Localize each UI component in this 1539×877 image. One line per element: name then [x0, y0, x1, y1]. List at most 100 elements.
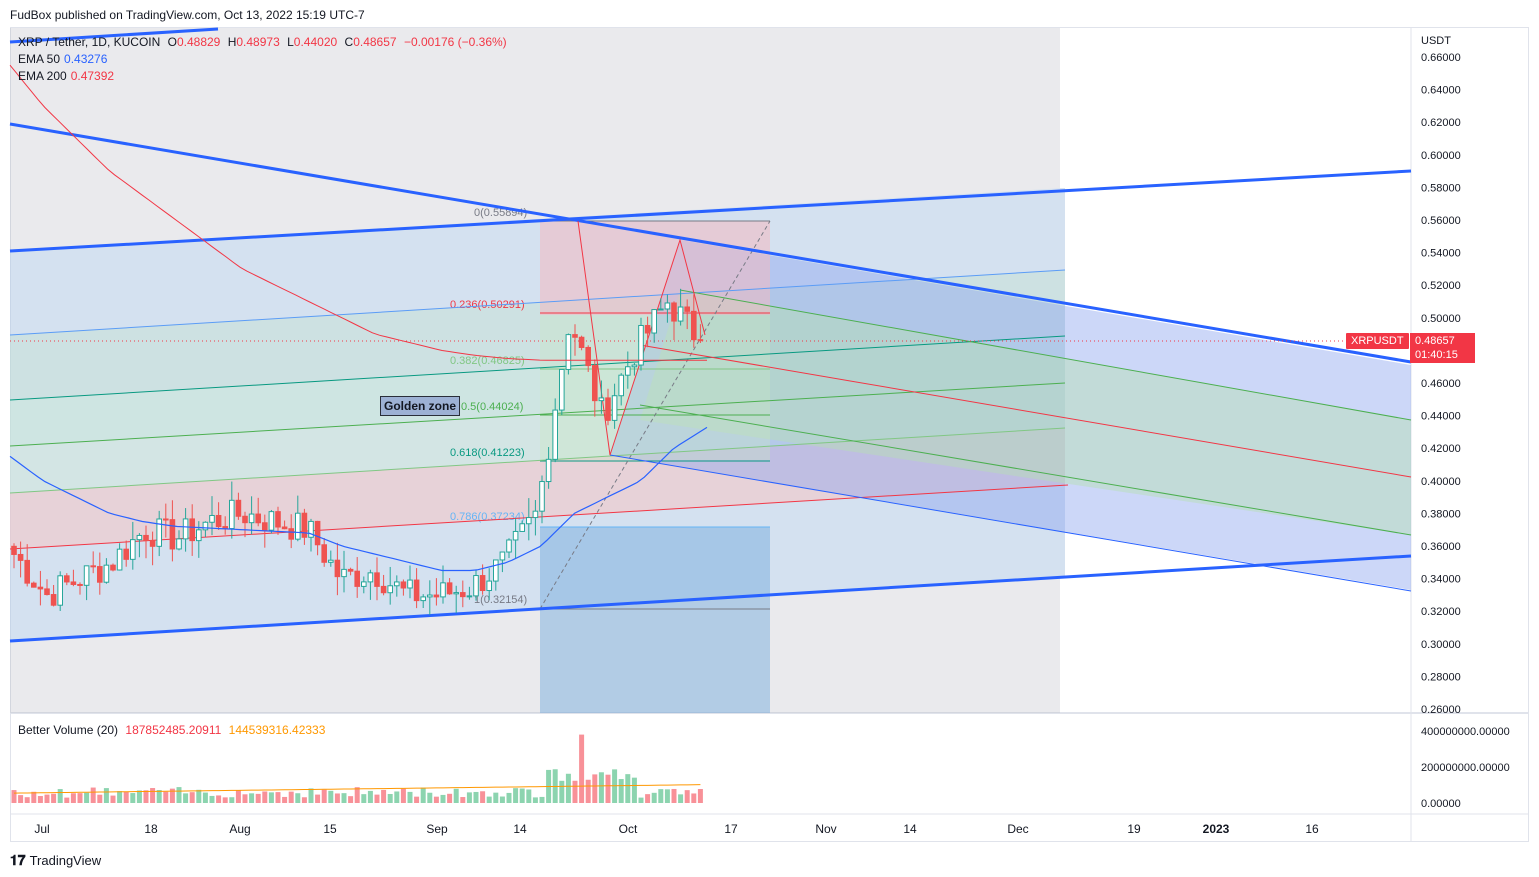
volume-bar [486, 796, 492, 803]
tradingview-logo[interactable]: 𝟏𝟕 TradingView [10, 852, 101, 869]
time-tick-label: Aug [229, 822, 250, 836]
descending-channel[interactable] [9, 27, 1412, 592]
candle-body [83, 565, 90, 586]
candle-body [361, 581, 367, 587]
candle-body [295, 512, 301, 540]
candle-body [545, 458, 552, 483]
volume-legend[interactable]: Better Volume (20) 187852485.20911 14453… [18, 723, 326, 737]
volume-bar [579, 734, 585, 803]
volume-bar [202, 792, 208, 803]
candle-body [235, 499, 242, 517]
candle-body [64, 575, 70, 583]
volume-bar [400, 788, 406, 803]
candle-body [387, 585, 393, 594]
time-axis-ticks: Jul 18 Aug 15 Sep 14 Oct 17 Nov 14 Dec 19 2023 16 [34, 822, 1319, 836]
volume-bar [651, 792, 657, 803]
ema50-legend[interactable]: EMA 50 0.43276 [18, 52, 108, 66]
last-price-tag: 0.48657 01:40:15 [1410, 333, 1475, 363]
volume-bar [473, 791, 479, 803]
volume-bar [658, 789, 664, 803]
symbol-legend[interactable]: XRP / Tether, 1D, KUCOIN O0.48829 H0.489… [18, 35, 507, 49]
volume-bar [123, 791, 129, 803]
candle-body [664, 302, 671, 310]
volume-bar [209, 795, 215, 803]
candle-body [420, 596, 426, 602]
volume-bar [361, 794, 367, 803]
time-tick-label: 2023 [1203, 822, 1230, 836]
volume-bars [11, 734, 703, 803]
candle-body [189, 518, 195, 542]
candle-body [11, 545, 17, 555]
volume-bar [539, 796, 545, 803]
candle-body [407, 579, 413, 589]
volume-bar [565, 773, 571, 803]
candle-body [532, 510, 539, 519]
candle-body [578, 336, 585, 348]
candle-body [130, 539, 136, 560]
candle-body [268, 511, 275, 531]
candle-body [427, 594, 433, 598]
volume-bar [117, 791, 123, 803]
volume-bar [664, 789, 670, 803]
ema50-value: 0.43276 [64, 52, 108, 66]
price-tick-label: 0.46000 [1421, 378, 1461, 390]
volume-bar [427, 792, 433, 803]
candle-body [288, 528, 294, 540]
candle-body [275, 511, 281, 528]
candle-body [684, 306, 691, 312]
price-tick-label: 0.56000 [1421, 215, 1461, 227]
candle-body [209, 514, 215, 523]
candle-body [374, 572, 380, 587]
candle-body [176, 538, 182, 550]
candle-body [354, 570, 360, 587]
volume-bar [103, 788, 109, 803]
candle-body [651, 309, 658, 334]
close-value: 0.48657 [353, 35, 397, 49]
candle-body [308, 520, 314, 538]
volume-bar [618, 779, 624, 803]
candle-body [466, 595, 473, 598]
ascending-channel[interactable] [9, 169, 1412, 643]
price-tick-label: 0.50000 [1421, 313, 1461, 325]
volume-bar [499, 796, 505, 803]
volume-bar [57, 789, 63, 803]
candle-body [592, 365, 598, 402]
price-tick-label: 0.64000 [1421, 85, 1461, 97]
price-tick-label: 0.66000 [1421, 52, 1461, 64]
ema200-legend[interactable]: EMA 200 0.47392 [18, 69, 115, 83]
fib-zone-bottom [540, 527, 770, 713]
price-tick-label: 0.38000 [1421, 508, 1461, 520]
volume-bar [255, 793, 261, 803]
candle-body [262, 522, 268, 531]
fib-label-05: 0.5(0.44024) [461, 401, 523, 413]
volume-bar [84, 792, 90, 803]
volume-bar [301, 797, 307, 803]
candle-body [182, 518, 189, 540]
candle-body [143, 534, 149, 542]
volume-bar [460, 797, 466, 803]
ema200-value: 0.47392 [70, 69, 115, 83]
volume-bar [513, 788, 519, 803]
candle-body [202, 521, 209, 531]
low-value: 0.44020 [293, 35, 338, 49]
candle-body [70, 581, 77, 585]
candle-body [50, 594, 57, 606]
candle-body [116, 548, 123, 571]
symbol-price-tag: XRPUSDT [1346, 333, 1409, 349]
time-tick-label: Jul [34, 822, 49, 836]
candle-body [453, 592, 459, 595]
volume-bar [130, 793, 136, 803]
volume-bar [420, 787, 426, 803]
time-tick-label: Sep [426, 822, 448, 836]
volume-bar [189, 792, 195, 803]
channel-band-2 [10, 336, 1065, 446]
price-tick-label: 0.52000 [1421, 280, 1461, 292]
volume-bar [18, 795, 24, 803]
candle-body [697, 339, 704, 342]
open-value: 0.48829 [176, 35, 221, 49]
volume-bar [631, 777, 637, 803]
volume-bar [328, 790, 334, 803]
volume-bar [282, 796, 288, 803]
candle-body [493, 559, 499, 582]
